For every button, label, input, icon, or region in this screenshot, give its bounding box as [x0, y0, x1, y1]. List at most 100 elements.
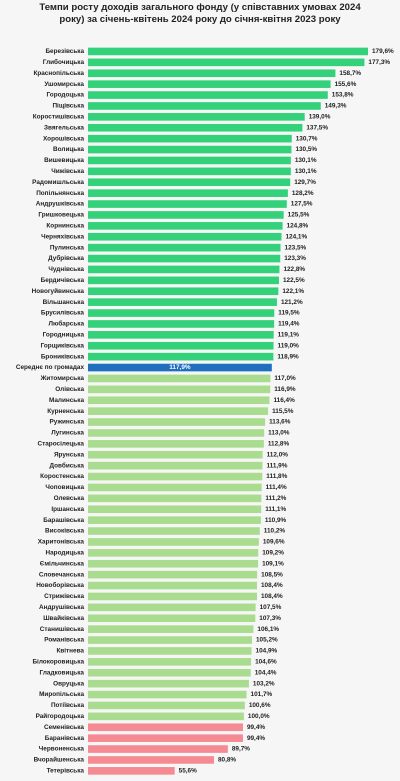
bar	[88, 341, 274, 350]
category-label: Лугинська	[51, 430, 84, 437]
value-label: 112,8%	[268, 441, 290, 448]
bar	[88, 440, 264, 448]
bar	[88, 756, 214, 764]
category-label: Корнинська	[46, 223, 84, 230]
value-label: 158,7%	[339, 70, 361, 77]
bar	[88, 549, 259, 557]
bar	[88, 505, 262, 514]
value-label: 155,6%	[335, 81, 357, 88]
bar	[88, 483, 262, 492]
category-label: Старосілецька	[38, 440, 85, 448]
category-label: Брониківська	[41, 352, 85, 360]
value-label: 104,9%	[256, 648, 278, 655]
category-label: Піщівська	[52, 102, 84, 110]
bar	[88, 69, 336, 78]
value-label: 111,9%	[266, 462, 287, 469]
bar	[88, 91, 328, 99]
value-label: 109,1%	[262, 560, 284, 567]
value-label: 106,1%	[257, 626, 279, 633]
category-label: Барашівська	[43, 516, 84, 524]
category-label: Бердичівська	[41, 276, 85, 284]
value-label: 118,9%	[277, 353, 299, 360]
value-label: 119,0%	[278, 342, 300, 349]
value-label: 122,8%	[283, 266, 305, 273]
bar	[88, 352, 274, 361]
bar	[88, 113, 305, 121]
bar	[88, 265, 280, 274]
category-label: Волицька	[53, 146, 84, 153]
category-label: Станишівська	[40, 625, 85, 633]
bar	[88, 145, 292, 154]
bar	[88, 734, 243, 742]
bar	[88, 712, 244, 721]
bar	[88, 189, 288, 197]
category-label: Новогуйвинська	[32, 287, 85, 295]
value-label: 105,2%	[256, 637, 278, 644]
bar	[88, 429, 265, 437]
category-label: Миропільська	[39, 690, 84, 698]
category-label: Гришковецька	[38, 212, 84, 219]
bar	[88, 603, 256, 612]
bar	[88, 363, 272, 372]
category-label: Швайківська	[43, 614, 84, 622]
bar	[88, 461, 263, 470]
bar	[88, 47, 368, 56]
value-label: 119,1%	[278, 332, 300, 339]
value-label: 112,0%	[267, 451, 289, 458]
value-label: 108,4%	[261, 593, 283, 600]
value-label: 117,0%	[274, 375, 296, 382]
value-label: 100,0%	[248, 713, 270, 720]
value-label: 127,5%	[291, 201, 313, 208]
value-label: 110,2%	[264, 528, 286, 535]
value-label: 124,1%	[285, 233, 307, 240]
value-label: 130,1%	[295, 168, 317, 175]
category-label: Городоцька	[46, 92, 84, 99]
value-label: 111,1%	[265, 506, 286, 513]
bar	[88, 407, 269, 415]
value-label: 122,1%	[282, 288, 304, 295]
value-label: 111,2%	[265, 495, 286, 502]
bar	[88, 211, 284, 219]
value-label: 153,8%	[332, 92, 354, 99]
bar	[88, 723, 243, 732]
category-label: Андрушківська	[36, 200, 85, 208]
bar	[88, 581, 257, 590]
bar	[88, 320, 275, 328]
bar	[88, 222, 283, 230]
category-label: Ружинська	[50, 419, 85, 426]
value-label: 122,5%	[283, 277, 305, 284]
bar	[88, 494, 262, 503]
bar	[88, 614, 256, 623]
category-label: Квітнева	[56, 647, 84, 655]
bar	[88, 745, 228, 753]
bar	[88, 690, 247, 699]
bar	[88, 668, 251, 677]
value-label: 130,1%	[295, 157, 317, 164]
value-label: 116,4%	[273, 397, 295, 404]
category-label: Любарська	[49, 320, 85, 328]
value-label: 108,5%	[261, 571, 283, 578]
category-label: Ємільчинська	[40, 559, 85, 567]
bar	[88, 200, 287, 208]
category-label: Вчорайшенська	[34, 756, 85, 764]
category-label: Словечанська	[39, 571, 85, 578]
bar	[88, 418, 266, 426]
category-label: Житомирська	[40, 375, 85, 382]
category-label: Червоненська	[39, 746, 85, 753]
category-label: Андрушівська	[39, 603, 84, 611]
category-label: Ярунська	[54, 451, 85, 458]
category-label: Пулинська	[50, 244, 85, 251]
bar	[88, 287, 279, 296]
value-label: 116,9%	[274, 386, 296, 393]
category-label: Довбиська	[50, 461, 85, 469]
category-label: Вишевицька	[44, 157, 84, 164]
value-label: 117,9%	[169, 364, 191, 371]
bar	[88, 298, 277, 306]
category-label: Стрижівська	[44, 592, 84, 600]
value-label: 128,2%	[292, 190, 314, 197]
value-label: 99,4%	[247, 735, 265, 742]
bar	[88, 232, 282, 241]
value-label: 115,5%	[272, 408, 294, 415]
category-label: Іршанська	[51, 506, 84, 513]
